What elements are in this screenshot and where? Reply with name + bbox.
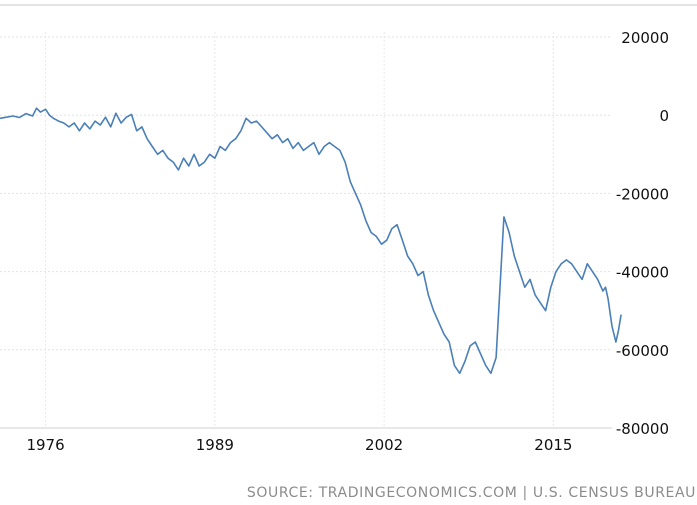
x-tick-label-1: 1989 [196,436,234,454]
x-tick-label-3: 2015 [534,436,572,454]
y-tick-label-2: -20000 [616,185,669,203]
y-tick-label-4: -60000 [616,342,669,360]
y-tick-label-1: 0 [659,107,669,125]
source-label: SOURCE: TRADINGECONOMICS.COM | U.S. CENS… [247,485,696,501]
grid-lines [0,32,612,428]
y-tick-label-5: -80000 [616,420,669,438]
series-group [0,107,622,375]
y-tick-label-3: -40000 [616,264,669,282]
x-tick-label-2: 2002 [365,436,403,454]
x-tick-label-0: 1976 [26,436,64,454]
series-line-0 [0,107,622,375]
x-axis-tick-labels: 1976 1989 2002 2015 [26,436,572,454]
y-tick-label-0: 20000 [621,29,669,47]
y-axis-tick-labels: 20000 0 -20000 -40000 -60000 -80000 [616,29,669,438]
